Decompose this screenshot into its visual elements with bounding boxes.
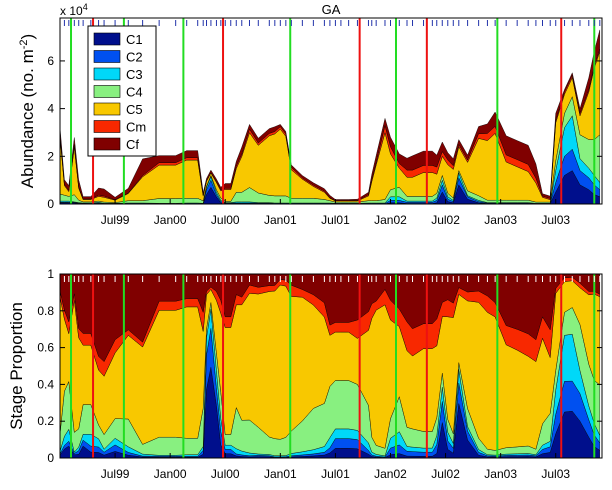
x-tick-label: Jul02 [431,467,460,481]
legend-label-c5: C5 [126,102,143,117]
x-tick-label: Jan02 [374,467,407,481]
abundance-vertical-markers [70,18,596,204]
abundance-x-ticks: Jul99 Jan00 Jul00 Jan01 Jul01 Jan02 Jul02 Jan03… [101,199,570,227]
ylabel-superscript: -2 [18,39,30,49]
x-tick-label: Jan01 [264,213,297,227]
legend-label-cm: Cm [126,120,146,135]
y-tick-label: 2 [47,149,54,163]
proportion-vertical-markers [70,274,596,458]
x-tick-label: Jul01 [321,467,350,481]
y-tick-label: 0 [47,451,54,465]
legend-swatch-c3 [93,67,121,81]
legend-label-c2: C2 [126,50,143,65]
x-tick-label: Jul99 [101,213,130,227]
legend-label-c3: C3 [126,67,143,82]
legend-swatch-c2 [93,50,121,63]
abundance-sampling-ticks [59,20,601,26]
x-tick-label: Jan03 [484,467,517,481]
proportion-axes-box [59,273,603,459]
ylabel-end: ) [18,34,37,40]
proportion-sampling-ticks [59,276,601,282]
legend-swatch-cm [93,120,121,133]
y-tick-label: 0.8 [37,304,54,318]
legend-label-cf: Cf [126,137,139,152]
abundance-panel: 0 2 4 6 Jul99 Jan00 Jul00 Jan01 Jul01 Jan02 Jul02… [18,2,603,227]
ylabel-main: Abundance (no. m [18,49,37,188]
abundance-title: GA [322,2,341,17]
area-cf [59,29,600,201]
scale-exponent: 4 [83,2,88,12]
legend-label-c4: C4 [126,85,143,100]
y-tick-label: 6 [47,54,54,68]
proportion-panel: 0 0.2 0.4 0.6 0.8 1 Jul99 Jan00 Jul00 Jan01 Jul01… [7,267,603,481]
y-tick-label: 4 [47,102,54,116]
x-tick-label: Jul99 [101,467,130,481]
x-tick-label: Jan03 [484,213,517,227]
x-tick-label: Jan00 [154,213,187,227]
legend-swatch-c5 [93,102,121,116]
legend-swatch-c4 [93,85,121,98]
abundance-scale-label: x 104 [60,2,88,18]
x-tick-label: Jul00 [211,213,240,227]
x-tick-label: Jan00 [154,467,187,481]
x-tick-label: Jul00 [211,467,240,481]
y-tick-label: 0.4 [37,377,54,391]
legend: C1 C2 C3 C4 C5 Cm Cf [87,25,157,157]
abundance-y-ticks: 0 2 4 6 [47,54,602,211]
proportion-x-ticks: Jul99 Jan00 Jul00 Jan01 Jul01 Jan02 Jul02 Jan03… [101,453,570,481]
legend-label-c1: C1 [126,32,143,47]
x-tick-label: Jul02 [431,213,460,227]
legend-swatch-cf [93,137,121,151]
scale-base: x 10 [60,4,83,18]
y-tick-label: 1 [47,267,54,281]
abundance-y-label: Abundance (no. m-2) [18,34,37,188]
y-tick-label: 0.2 [37,414,54,428]
legend-swatch-c1 [93,32,121,46]
y-tick-label: 0.6 [37,341,54,355]
proportion-y-ticks: 0 0.2 0.4 0.6 0.8 1 [37,267,602,465]
x-tick-label: Jan02 [374,213,407,227]
proportion-areas [59,273,600,459]
x-tick-label: Jan01 [264,467,297,481]
x-tick-label: Jul03 [541,213,570,227]
x-tick-label: Jul03 [541,467,570,481]
x-tick-label: Jul01 [321,213,350,227]
proportion-y-label: Stage Proportion [7,302,26,430]
y-tick-label: 0 [47,197,54,211]
abundance-axes-box [59,17,603,205]
